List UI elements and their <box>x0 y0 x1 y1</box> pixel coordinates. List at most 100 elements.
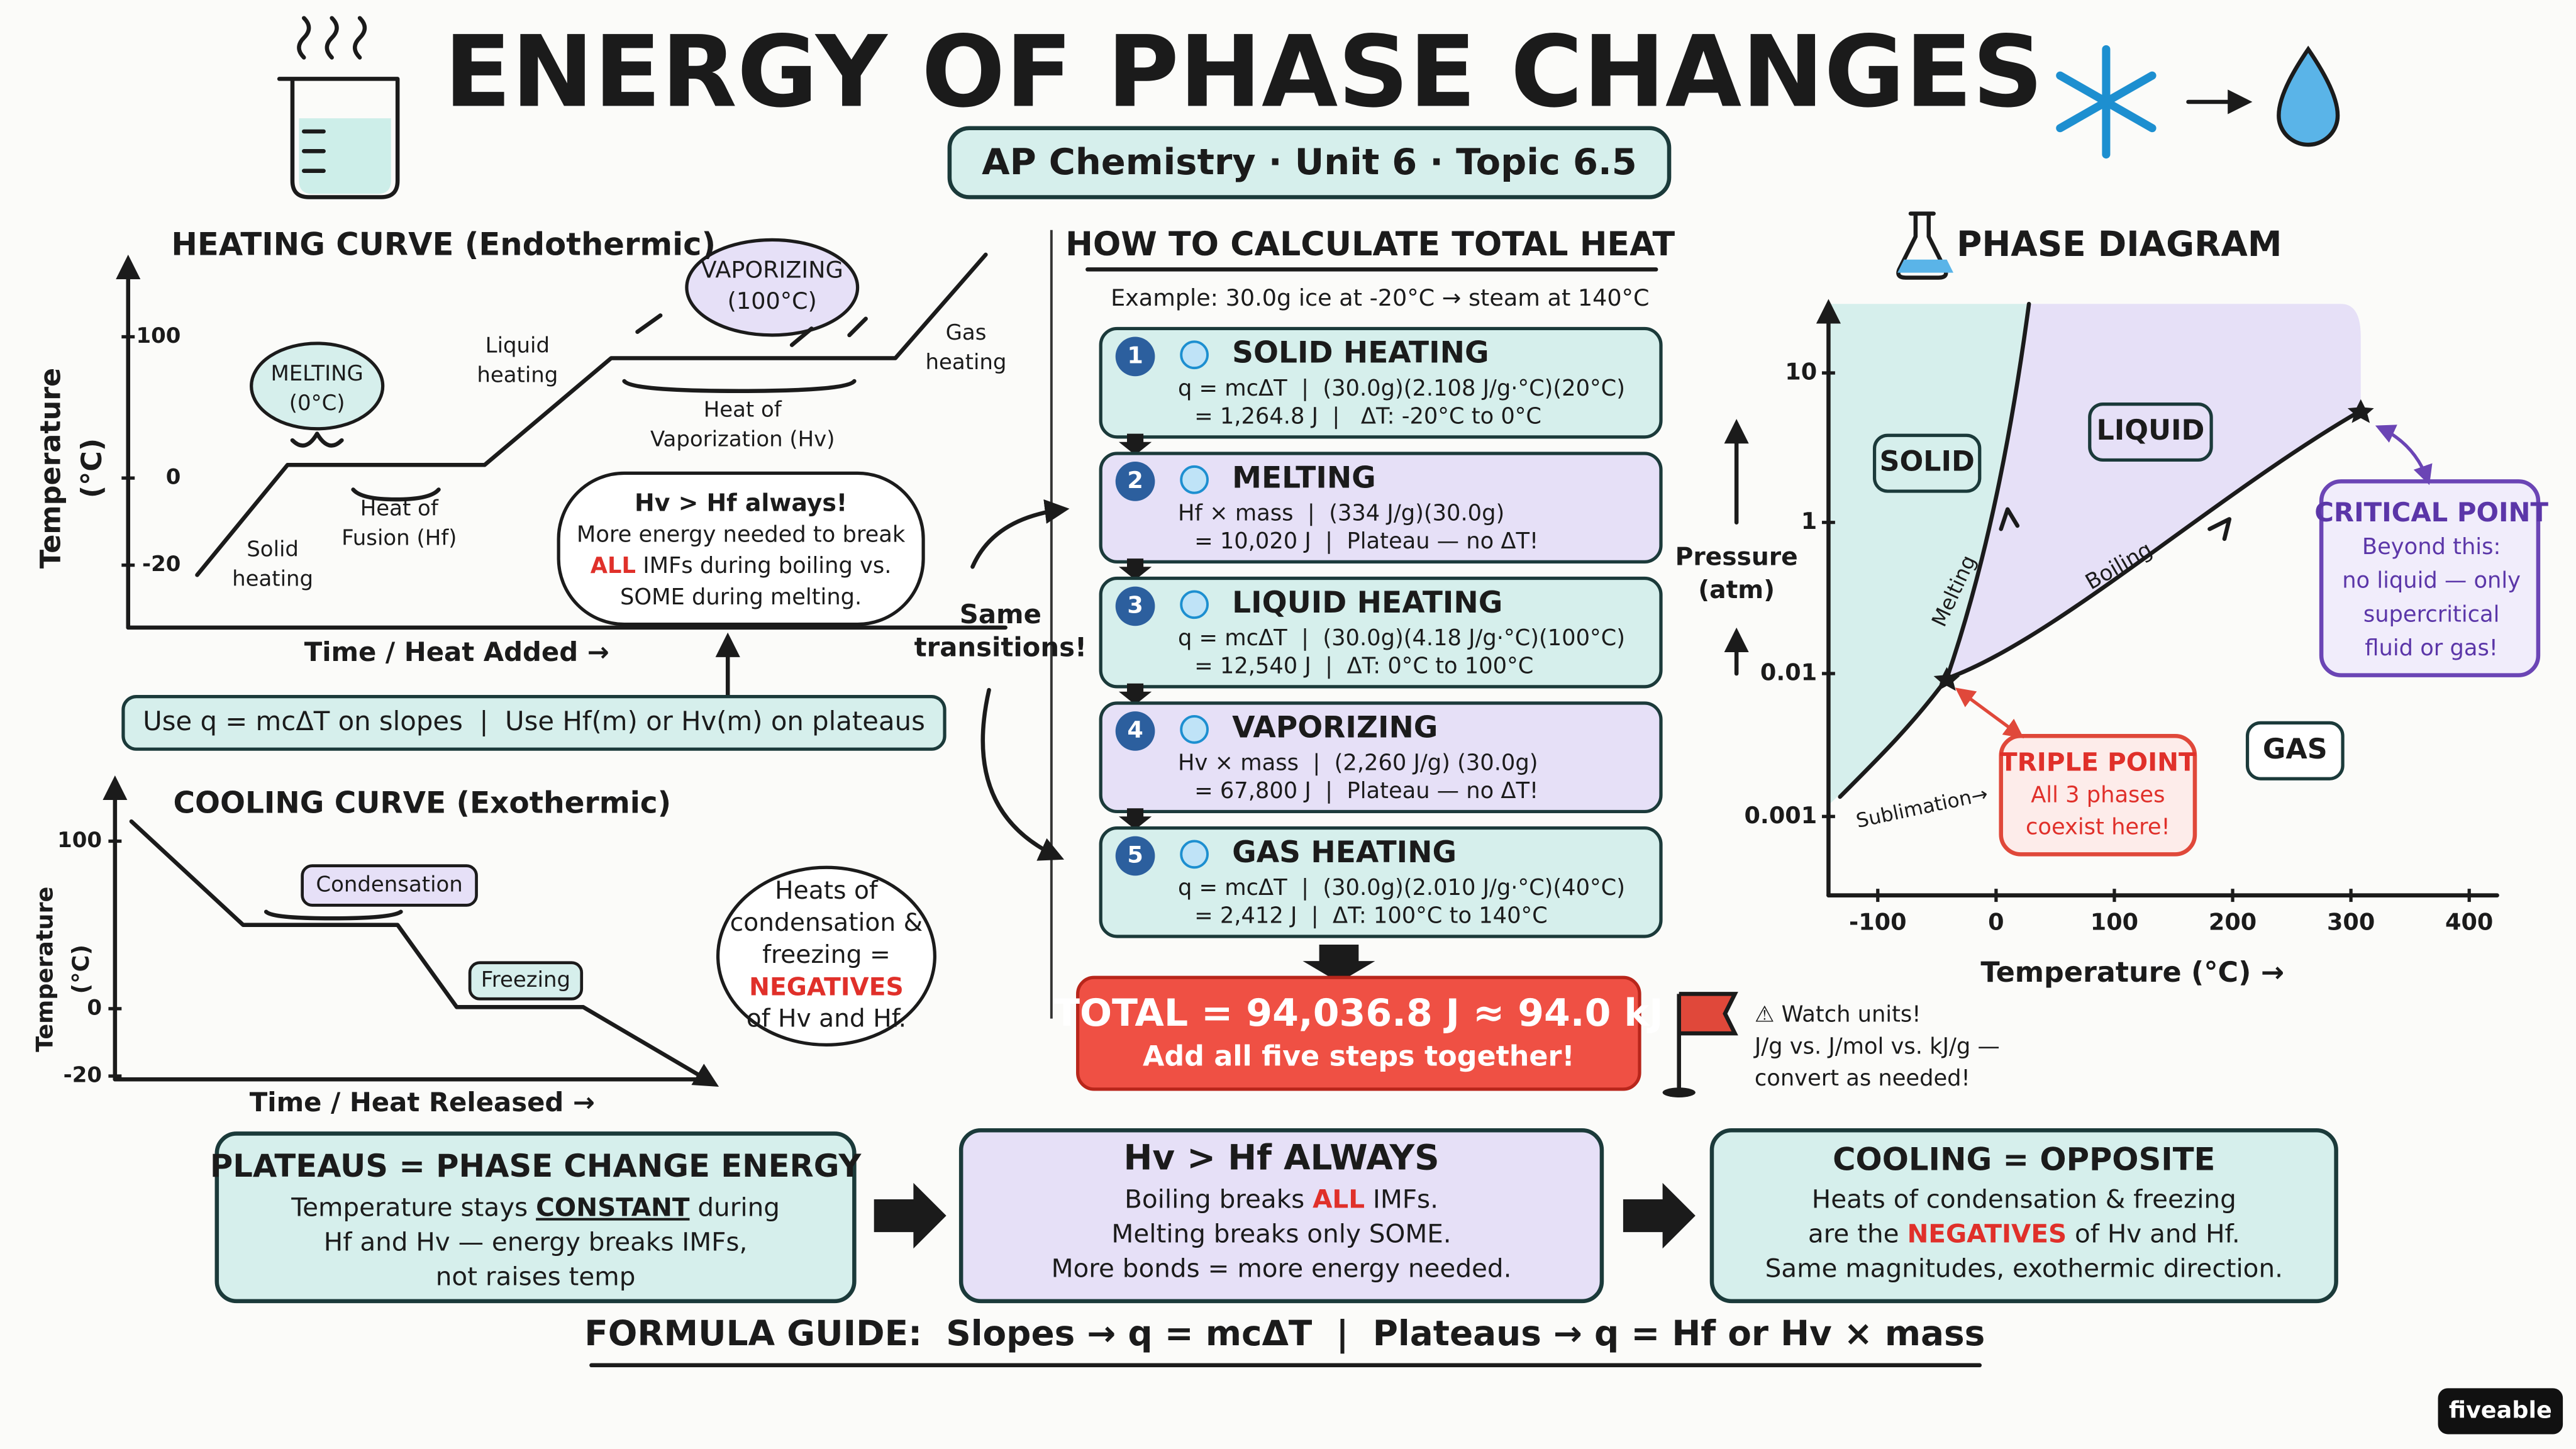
calculation-example: Example: 30.0g ice at -20°C → steam at 1… <box>1111 284 1649 311</box>
calculation-total: Add all five steps together! <box>1143 1040 1575 1072</box>
steps-line2: = 12,540 J | ΔT: 0°C to 100°C <box>1194 653 1533 679</box>
phase-diagram-y-label: Pressure <box>1675 543 1798 572</box>
heating-curve-note: More energy needed to break <box>577 522 906 548</box>
steps-line1: q = mcΔT | (30.0g)(2.010 J/g·°C)(40°C) <box>1178 875 1625 901</box>
heating-curve-chart-part <box>290 431 344 448</box>
phase-diagram-chart-part <box>1946 304 2361 679</box>
cooling-curve-note-em: NEGATIVES <box>749 973 904 1001</box>
heating-curve-melting: (0°C) <box>289 391 345 416</box>
summary-title: PLATEAUS = PHASE CHANGE ENERGY <box>210 1148 862 1184</box>
phase-diagram-chart-part <box>2347 399 2374 423</box>
cooling-curve-note: freezing = <box>762 941 891 969</box>
heating-curve-liquid-heating: heating <box>477 363 558 388</box>
heating-curve-x-label: Time / Heat Added → <box>304 636 609 667</box>
steps-line1: Hv × mass | (2,260 J/g) (30.0g) <box>1178 750 1538 776</box>
heating-curve-chart-part <box>351 379 857 502</box>
step-number: 1 <box>1127 341 1143 369</box>
calculation-total: TOTAL = 94,036.8 J ≈ 94.0 kJ <box>1054 991 1663 1035</box>
phase-diagram-chart-part <box>1933 667 1960 691</box>
phase-diagram-chart-part <box>1838 676 1949 799</box>
step-badge <box>1115 586 1155 626</box>
heating-curve-solid-heating: heating <box>232 567 313 592</box>
heating-curve-gas-heating: heating <box>926 350 1007 375</box>
steps-line1: Hf × mass | (334 J/g)(30.0g) <box>1178 501 1504 526</box>
step-box <box>1099 826 1663 938</box>
step-box <box>1099 452 1663 564</box>
steps-line2: = 10,020 J | Plateau — no ΔT! <box>1194 528 1538 554</box>
beaker-icon-part <box>299 118 391 194</box>
heating-curve-heat-of-vaporization: Heat of <box>704 397 782 423</box>
step-badge <box>1115 836 1155 876</box>
summary-layout-part <box>1623 1182 1696 1249</box>
phase-diagram-x-label: Temperature (°C) → <box>1980 957 2284 989</box>
step-arrow <box>1118 558 1152 580</box>
phase-diagram-chart-part <box>2375 425 2433 486</box>
steps-line2: = 1,264.8 J | ΔT: -20°C to 0°C <box>1194 404 1541 430</box>
summary-lines: not raises temp <box>436 1261 636 1291</box>
summary-lines-em: NEGATIVES <box>1907 1218 2067 1248</box>
summary-lines-post: of Hv and Hf. <box>2075 1218 2240 1248</box>
phase-diagram-chart <box>1724 211 2541 897</box>
calculation-warning: J/g vs. J/mol vs. kJ/g — <box>1753 1033 2000 1059</box>
phase-diagram-critical-point: CRITICAL POINT <box>2314 497 2548 528</box>
cooling-curve-y-label: Temperature <box>31 887 58 1052</box>
phase-diagram-gas: GAS <box>2263 733 2328 765</box>
step-number: 4 <box>1127 716 1143 743</box>
beaker-icon <box>277 16 400 199</box>
x-tick-label: 0 <box>1988 909 2004 936</box>
summary-layout-part <box>2438 1388 2563 1435</box>
calculation-side-label: transitions! <box>914 631 1087 662</box>
heating-curve-chart <box>116 238 1008 699</box>
steps-line1: q = mcΔT | (30.0g)(2.108 J/g·°C)(20°C) <box>1178 375 1625 401</box>
snowflake-to-drop-icon-part <box>2277 45 2340 147</box>
heating-curve-heat-of-fusion: Heat of <box>360 496 439 521</box>
calculation-layout <box>970 230 1738 1097</box>
steps-title: LIQUID HEATING <box>1232 586 1502 620</box>
heating-curve-solid-heating: Solid <box>247 537 299 562</box>
subtitle-box <box>947 126 1672 199</box>
cooling-curve-chart-part <box>129 819 719 1087</box>
heating-curve-chart-part <box>557 471 925 626</box>
step-badge <box>1115 711 1155 751</box>
cooling-curve-y-label: (°C) <box>67 945 94 994</box>
heating-curve-note: SOME during melting. <box>620 584 862 610</box>
heating-curve-chart-part <box>195 252 988 577</box>
formula-bar-box <box>121 694 947 751</box>
step-icon <box>1180 340 1209 370</box>
phase-diagram-critical-point: no liquid — only <box>2342 568 2521 594</box>
steps-title: MELTING <box>1232 460 1376 495</box>
heating-curve-heat-of-vaporization: Vaporization (Hv) <box>650 427 835 452</box>
calculation-layout-part <box>1662 1087 1696 1097</box>
step-badge <box>1115 336 1155 377</box>
heating-curve-chart-part <box>250 341 385 431</box>
calculation-layout-part <box>1677 992 1738 1093</box>
y-tick-label: 0 <box>166 465 181 490</box>
step-box <box>1099 326 1663 439</box>
phase-diagram-chart-part <box>1999 734 2197 857</box>
cooling-curve-note: condensation & <box>730 909 923 937</box>
y-tick-label: 0 <box>87 995 102 1020</box>
phase-diagram-chart-part <box>1945 408 2363 681</box>
phase-diagram-chart-part <box>2245 721 2345 780</box>
x-tick-label: -100 <box>1849 909 1907 936</box>
heating-curve-note-em: ALL <box>591 553 636 579</box>
step-box <box>1099 701 1663 814</box>
summary-title: COOLING = OPPOSITE <box>1833 1141 2215 1177</box>
summary-lines-post: during <box>697 1192 780 1223</box>
summary-layout <box>214 1128 2563 1435</box>
snowflake-to-drop-icon <box>2056 45 2340 159</box>
cooling-curve-chart-part <box>264 909 403 921</box>
heating-curve-vaporizing: VAPORIZING <box>701 257 843 284</box>
step-box <box>1099 576 1663 689</box>
header-title: ENERGY OF PHASE CHANGES <box>444 14 2043 129</box>
summary-layout-part <box>1709 1128 2338 1304</box>
formula-bar: Use q = mcΔT on slopes | Use Hf(m) or Hv… <box>143 706 925 736</box>
phase-diagram-chart-part <box>1872 433 1982 493</box>
y-tick-label: 0.001 <box>1744 802 1817 829</box>
heating-curve-chart-part <box>685 238 860 337</box>
y-tick-label: 100 <box>57 828 102 853</box>
step-icon <box>1180 590 1209 619</box>
